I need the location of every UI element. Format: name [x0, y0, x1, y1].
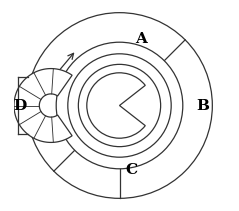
Circle shape [78, 64, 161, 147]
Polygon shape [14, 69, 72, 142]
Circle shape [56, 42, 183, 169]
Circle shape [27, 13, 212, 198]
Wedge shape [87, 73, 145, 138]
Text: B: B [196, 99, 209, 112]
Text: D: D [14, 99, 27, 112]
Circle shape [68, 54, 171, 157]
Text: A: A [135, 32, 147, 46]
Text: C: C [125, 163, 137, 177]
